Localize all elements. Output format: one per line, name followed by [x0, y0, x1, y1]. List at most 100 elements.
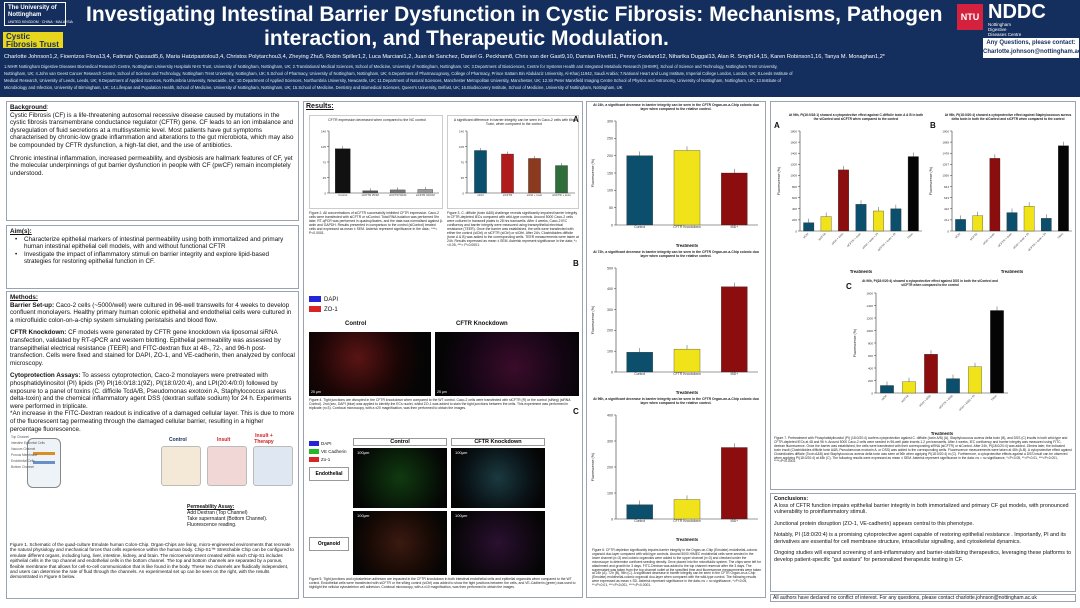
- setup-text: Caco-2 cells (~5000/well) were cultured …: [10, 301, 292, 324]
- fig4-scale-2: 25 µm: [437, 390, 447, 394]
- perm-title: Permeability Assay:: [187, 504, 235, 510]
- y-tick-label: 1267: [942, 163, 949, 167]
- bar-1: [673, 348, 701, 373]
- bar-3: [555, 165, 568, 194]
- y-tick-label: 211: [944, 218, 949, 222]
- legend5-dapi-label: DAPI: [321, 441, 332, 446]
- fig4-caption: Figure 4. Tight junctions are disrupted …: [309, 398, 571, 410]
- bar-1: [820, 216, 832, 232]
- y-tick-label: 140: [459, 129, 464, 133]
- fig7-label-c: C: [846, 282, 852, 291]
- bar-1: [673, 499, 701, 520]
- methods-setup: Barrier Set-up: Caco-2 cells (~5000/well…: [10, 302, 295, 325]
- nddc-sub-3: Diseases Centre: [988, 32, 1022, 37]
- x-tick-label: CFTR Knockdown: [673, 519, 701, 523]
- cyto-text: To assess cytoprotection, Caco-2 monolay…: [10, 372, 292, 410]
- organ-chip-therapy: [253, 446, 293, 486]
- x-tick-label: siCFTR + toxin: [846, 232, 862, 248]
- fig5-endo-label: Endothelial: [315, 471, 343, 477]
- y-axis-label: Fluorescence (%): [591, 159, 595, 187]
- bar-3: [855, 204, 867, 232]
- y-tick-label: 633: [944, 196, 949, 200]
- x-tick-label: siCFTR 100nM: [416, 193, 435, 197]
- fig5-scale-2: 100µm: [455, 450, 468, 455]
- nddc-logo: NDDC Nottingham Digestive Diseases Centr…: [988, 1, 1076, 37]
- y-tick-label: 200: [607, 465, 613, 469]
- legend5-zo1-label: Zo-1: [321, 457, 331, 462]
- y-tick-label: 400: [607, 287, 613, 291]
- y-tick-label: 100: [607, 189, 613, 193]
- bar-1: [673, 150, 701, 226]
- x-tick-label: Control: [634, 372, 645, 376]
- organ-chip-insult: [207, 446, 247, 486]
- y-tick-label: 70: [323, 160, 327, 164]
- fig3-title: A significant difference in barrier inte…: [453, 118, 575, 126]
- fig6b-chart: 0 100 200 300 400 500 Control CFTR Knockdown IBD…: [591, 266, 758, 395]
- x-tick-label: Triton: [906, 232, 914, 240]
- y-tick-label: 105: [459, 145, 464, 149]
- fig5-org-knock: 100µm: [451, 511, 545, 575]
- y-tick-label: 1600: [790, 140, 797, 144]
- bar-0: [955, 219, 966, 232]
- fig5-org-label: Organoid: [317, 541, 341, 547]
- x-tick-label: siCtrl: [880, 394, 888, 402]
- fig5-scale-4: 100µm: [455, 513, 468, 518]
- conclusion-4: Ongoing studies will expand screening of…: [774, 550, 1071, 563]
- x-tick-label: siCtrl + DSS: [918, 394, 932, 408]
- legend-1: Top Channel: [11, 435, 29, 439]
- y-tick-label: 100: [607, 350, 613, 354]
- bar-4: [1023, 206, 1035, 232]
- x-tick-label: siCtrl + toxin + PI: [861, 232, 879, 250]
- x-tick-label: siCFTR 50nM: [389, 193, 407, 197]
- bar-2: [721, 172, 748, 226]
- x-axis-label: Treatments: [931, 431, 954, 436]
- x-tick-label: Control: [634, 225, 645, 229]
- x-tick-label: siCFTR + toxin + PI: [1027, 232, 1047, 252]
- perm-step-3: Fluorescence reading.: [187, 522, 237, 528]
- uon-logo-sub: UNITED KINGDOM · CHINA · MALAYSIA: [8, 20, 73, 24]
- x-tick-label: siCFTR: [969, 232, 979, 242]
- bar-2: [838, 169, 849, 232]
- cf-trust-text: Cystic Fibrosis Trust: [6, 32, 59, 49]
- y-tick-label: 35: [323, 176, 327, 180]
- legend5-vecad-label: VE Cadherin: [321, 449, 347, 454]
- y-tick-label: 200: [607, 154, 613, 158]
- fig7b-title: At 96h, PI(18:0/20:4) showed a cytoprote…: [944, 113, 1072, 121]
- methods-heading: Methods:: [10, 294, 38, 301]
- bar-1: [902, 381, 916, 394]
- poster-title-line1: Investigating Intestinal Barrier Dysfunc…: [86, 3, 943, 26]
- x-tick-label: siCFTR + toxin: [552, 193, 571, 197]
- fig5-org-row-label: Organoid: [309, 537, 349, 551]
- fig3-caption: Figure 3. C. difficile (toxin A&B) chall…: [447, 211, 579, 247]
- ntu-logo: NTU: [957, 4, 983, 30]
- poster-title-line2: interaction, and Therapeutic Modulation.: [264, 27, 669, 50]
- legend-4: Porous Membrane: [11, 453, 38, 457]
- fig5-scale-1: 100µm: [357, 450, 370, 455]
- nddc-logo-text: NDDC: [988, 1, 1046, 23]
- x-tick-label: siCFTR + DSS: [938, 394, 954, 410]
- x-tick-label: siCtrl: [477, 193, 484, 197]
- chip-diagram: [9, 434, 67, 494]
- bar-2: [989, 158, 1001, 232]
- fig2-chart: 0 35 70 105 140 Control siCFTR 25nM siCFTR 50nM…: [321, 129, 439, 197]
- poster-header: The University of Nottingham UNITED KING…: [0, 0, 1080, 97]
- aims-heading: Aim(s):: [10, 228, 32, 235]
- contact-email[interactable]: Charlotte.johnson@nottingham.ac.uk: [983, 49, 1080, 55]
- aim-item-2: • Investigate the impact of inflammatory …: [15, 250, 269, 266]
- affiliations-3: Medical Research, University of Leeds, L…: [4, 78, 782, 83]
- bar-2: [924, 354, 938, 394]
- methods-cyto: Cytoprotection Assays: To assess cytopro…: [10, 372, 295, 410]
- chip-top-channel: [33, 452, 55, 455]
- conclusions-heading: Conclusions:: [774, 496, 809, 502]
- y-tick-label: 35: [461, 176, 465, 180]
- x-tick-label: siCFTR: [817, 232, 827, 242]
- x-tick-label: siCtrl + toxin: [982, 232, 996, 246]
- x-tick-label: siCtrl + toxin: [527, 193, 543, 197]
- x-tick-label: IBD+: [731, 225, 739, 229]
- aim-text-1: Characterize epithelial markers of intes…: [24, 235, 284, 251]
- y-tick-label: 200: [868, 379, 873, 383]
- y-tick-label: 0: [871, 391, 873, 395]
- fig5-scale-3: 100µm: [357, 513, 370, 518]
- y-tick-label: 300: [607, 439, 613, 443]
- y-tick-label: 105: [321, 145, 326, 149]
